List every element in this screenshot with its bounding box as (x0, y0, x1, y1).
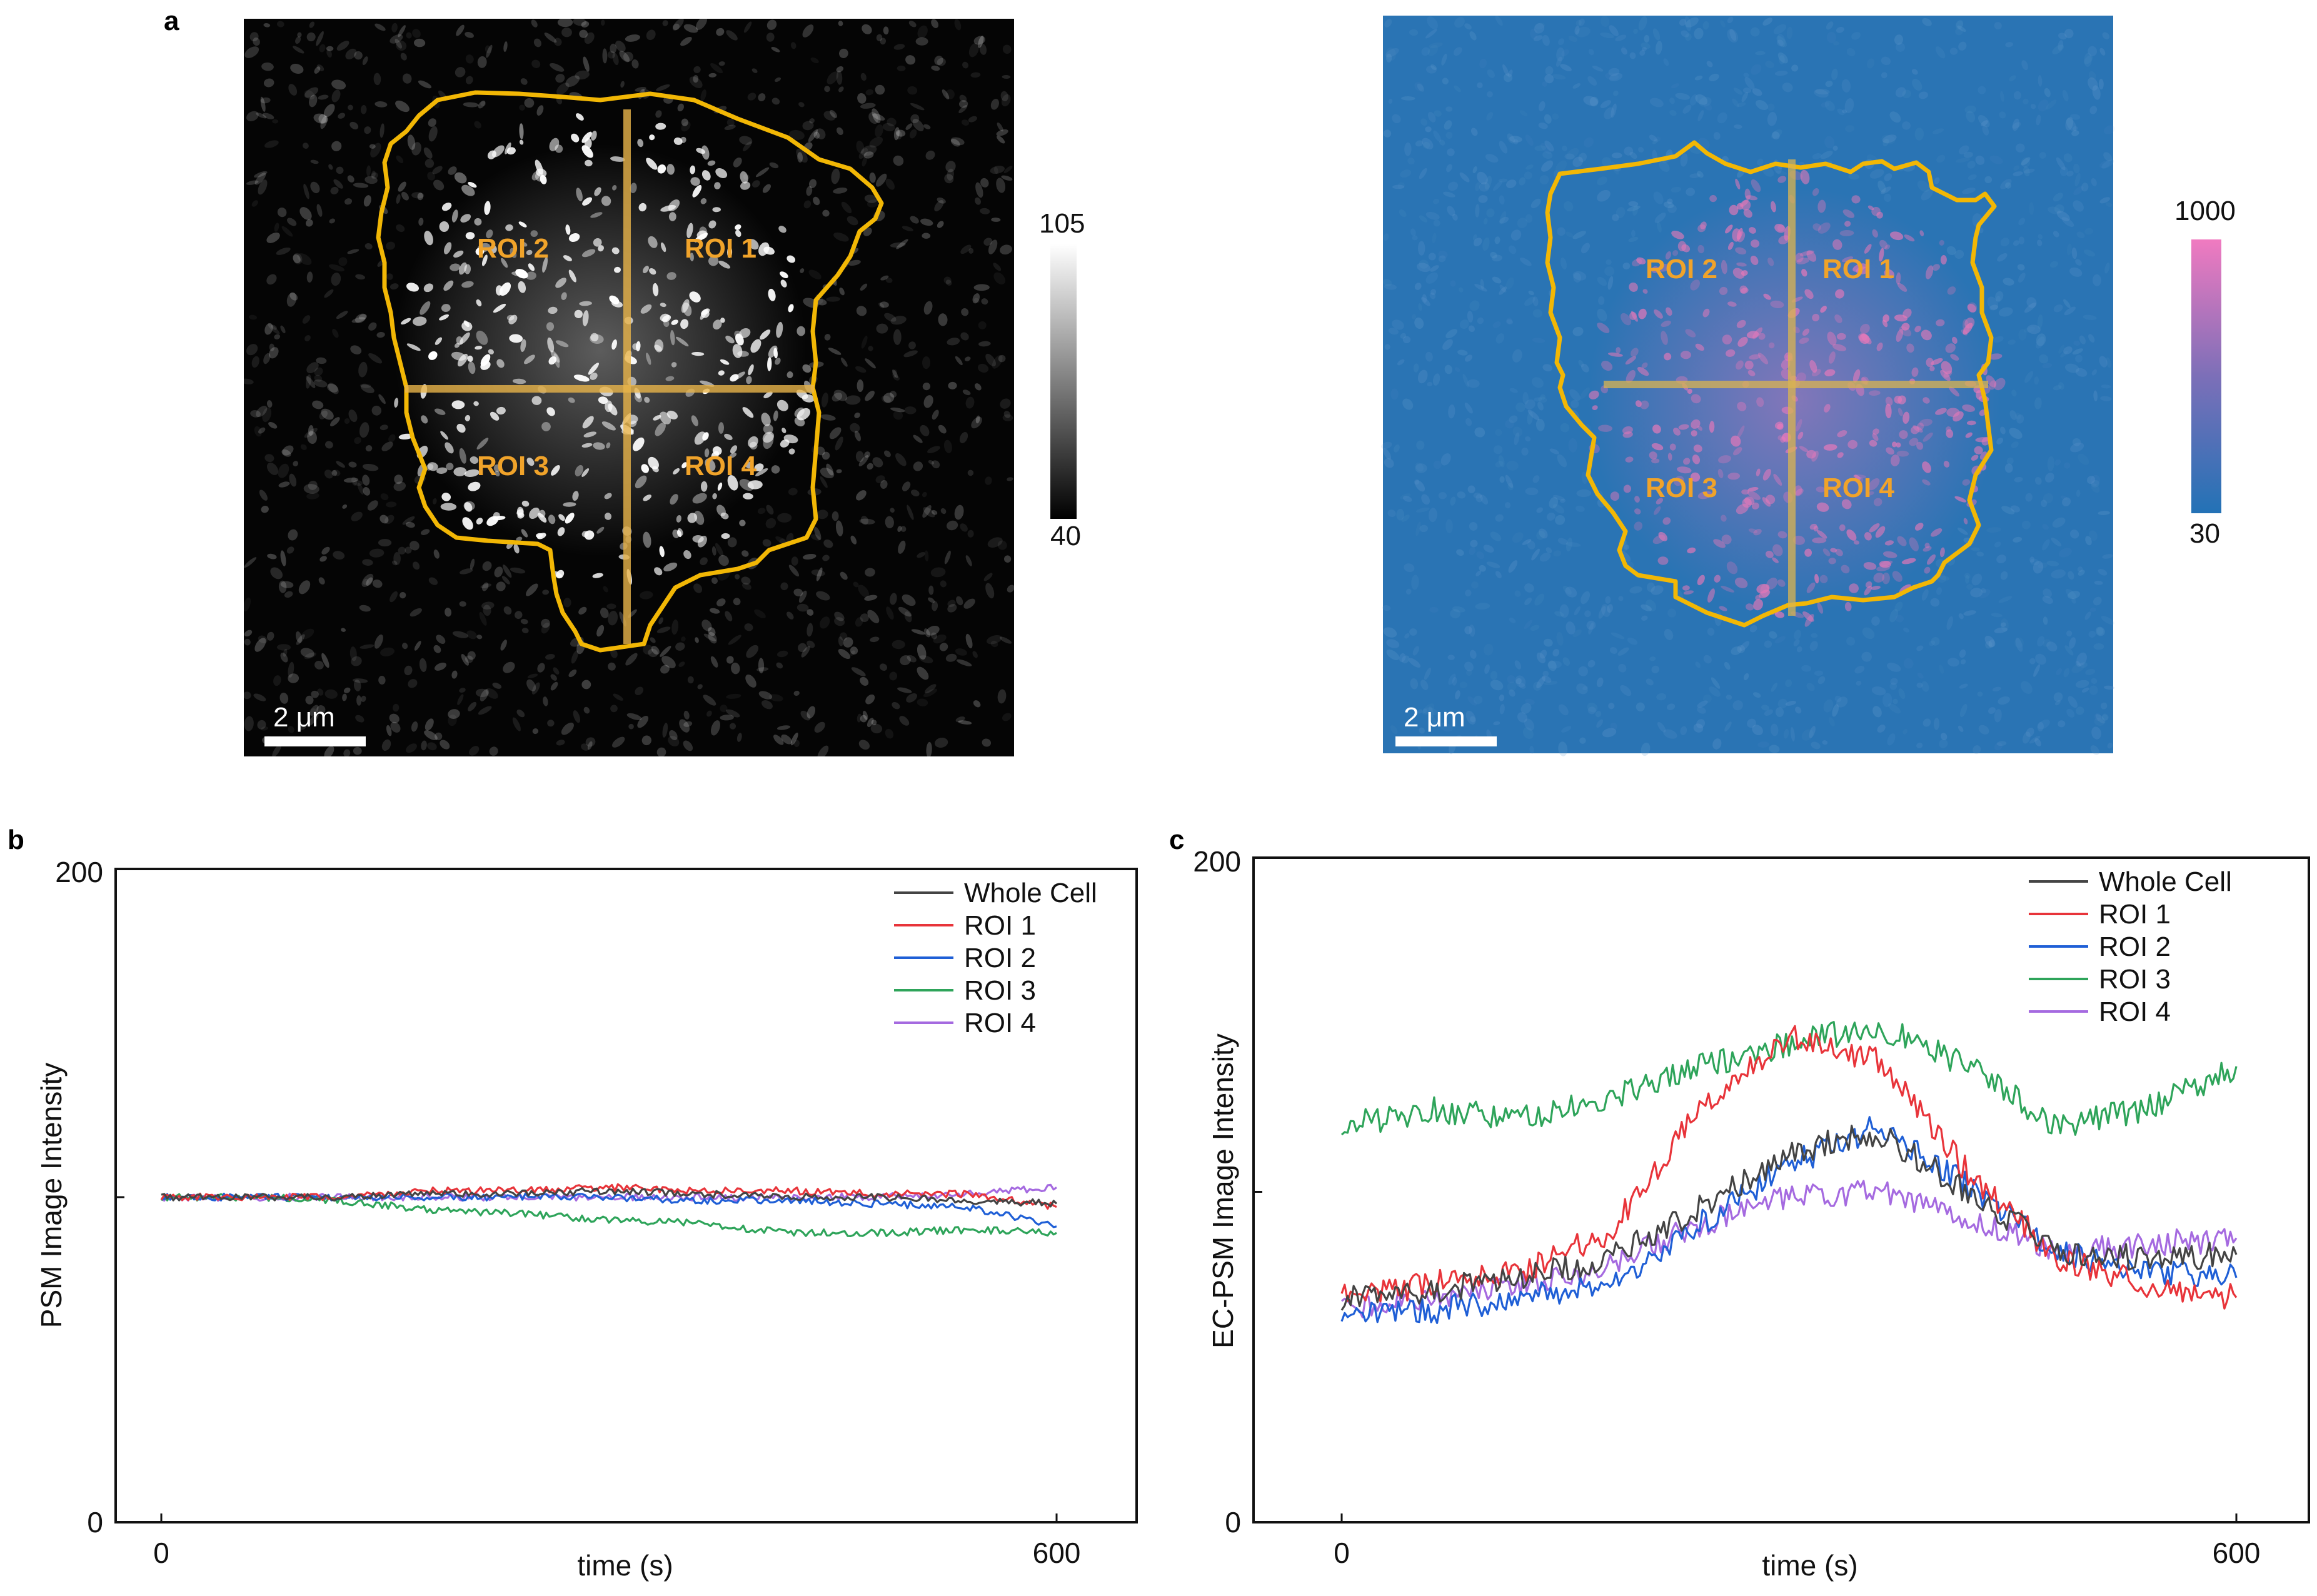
psm-roi-3-label: ROI 3 (477, 451, 549, 481)
chart-c-xtick-label: 0 (1334, 1537, 1350, 1569)
chart-b-series-roi-4 (161, 1183, 1057, 1202)
chart-c-legend-label: ROI 3 (2099, 964, 2171, 995)
chart-b-legend-label: ROI 2 (964, 943, 1036, 973)
ec-psm-roi-1-label: ROI 1 (1822, 254, 1894, 284)
chart-b-series-roi-1 (160, 1183, 1057, 1210)
chart-c-series-whole-cell (1340, 1125, 2238, 1311)
ec-psm-roi-4-label: ROI 4 (1822, 473, 1894, 503)
chart-b-legend-label: ROI 4 (964, 1008, 1036, 1038)
chart-c-xlabel: time (s) (1762, 1549, 1857, 1582)
ec-psm-scale-bar (1395, 736, 1497, 746)
psm-colorbar-gradient (1050, 244, 1077, 519)
psm-roi-4-label: ROI 4 (685, 451, 756, 481)
ec-psm-image: ROI 1 ROI 2 ROI 3 ROI 4 2 μm (1381, 15, 2115, 756)
chart-b-series-whole-cell (161, 1187, 1058, 1208)
chart-b-ytick-label: 0 (87, 1506, 103, 1538)
chart-b-xtick-label: 600 (1033, 1537, 1081, 1569)
ec-psm-colorbar: 1000 30 (2174, 196, 2236, 549)
chart-c-series-roi-2 (1340, 1116, 2238, 1324)
ec-psm-colorbar-min: 30 (2189, 518, 2220, 549)
chart-c-ytick-label: 200 (1193, 845, 1241, 878)
chart-b-xtick-label: 0 (153, 1537, 169, 1569)
chart-b-series-roi-3 (160, 1193, 1057, 1238)
panel-label-a: a (164, 6, 179, 36)
psm-image: ROI 1 ROI 2 ROI 3 ROI 4 2 μm (240, 16, 1015, 760)
chart-c-legend-label: Whole Cell (2099, 866, 2232, 897)
chart-c-legend-label: ROI 2 (2099, 931, 2171, 962)
chart-b-ylabel: PSM Image Intensity (35, 1063, 68, 1328)
chart-b-legend-label: Whole Cell (964, 878, 1097, 908)
ec-psm-scale-bar-label: 2 μm (1404, 702, 1465, 733)
chart-c-legend-label: ROI 1 (2099, 899, 2171, 930)
chart-c-ytick-label: 0 (1225, 1506, 1241, 1538)
psm-scale-bar (264, 736, 366, 746)
psm-cell-outline (376, 90, 884, 653)
chart-c-frame (1252, 856, 2310, 1523)
chart-c-series-roi-3 (1340, 1021, 2238, 1136)
chart-c-xtick-label: 600 (2213, 1537, 2261, 1569)
psm-colorbar: 105 40 (1039, 208, 1085, 551)
psm-cell-glow (394, 144, 807, 556)
chart-b-ytick-label: 200 (55, 856, 103, 888)
chart-c-legend-label: ROI 4 (2099, 996, 2171, 1027)
chart-c-series-roi-1 (1340, 1025, 2238, 1310)
ec-psm-colorbar-max: 1000 (2174, 196, 2236, 226)
psm-roi-1-label: ROI 1 (685, 233, 756, 264)
chart-b-legend-label: ROI 3 (964, 975, 1036, 1006)
psm-colorbar-min: 40 (1050, 521, 1081, 551)
psm-scale-bar-label: 2 μm (273, 702, 335, 733)
chart-b-xlabel: time (s) (577, 1549, 673, 1582)
ec-psm-roi-3-label: ROI 3 (1646, 473, 1717, 503)
ec-psm-cell-outline (1545, 140, 1997, 628)
ec-psm-roi-2-label: ROI 2 (1646, 254, 1717, 284)
chart-b-frame (114, 868, 1138, 1523)
chart-b-legend-label: ROI 1 (964, 910, 1036, 941)
psm-roi-2-label: ROI 2 (477, 233, 549, 264)
chart-c-ylabel: EC-PSM Image Intensity (1207, 1033, 1239, 1348)
psm-colorbar-max: 105 (1039, 208, 1085, 239)
ec-psm-colorbar-gradient (2191, 239, 2221, 513)
panel-label-b: b (8, 825, 24, 855)
panel-label-c: c (1169, 825, 1184, 855)
